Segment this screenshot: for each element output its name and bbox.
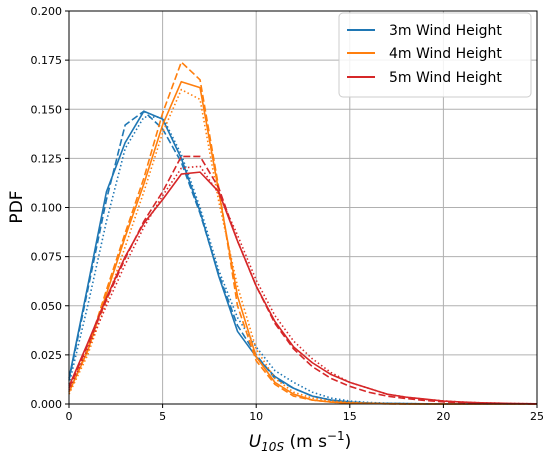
x-tick-label: 25 [530, 410, 544, 423]
x-tick-label: 20 [436, 410, 450, 423]
x-tick-label: 15 [343, 410, 357, 423]
y-axis-label: PDF [7, 190, 27, 223]
x-tick-label: 5 [159, 410, 166, 423]
y-tick-label: 0.050 [31, 300, 63, 313]
legend-label-5m: 5m Wind Height [389, 70, 502, 86]
x-axis-ticks: 0 5 10 15 20 25 [66, 404, 544, 423]
series-layer [68, 61, 538, 405]
legend-box [338, 12, 532, 98]
series-line-1 [68, 110, 537, 405]
legend-label-3m: 3m Wind Height [389, 23, 502, 39]
y-tick-label: 0.150 [31, 103, 63, 116]
y-tick-label: 0.025 [31, 349, 63, 362]
y-tick-label: 0.100 [31, 202, 63, 215]
series-line-2 [68, 116, 537, 405]
series-line-8 [68, 165, 538, 405]
legend-label-4m: 4m Wind Height [389, 46, 502, 62]
y-tick-label: 0.075 [31, 251, 63, 264]
y-tick-label: 0.000 [31, 398, 63, 411]
y-tick-label: 0.125 [31, 152, 63, 165]
legend: 3m Wind Height 4m Wind Height 5m Wind He… [338, 12, 532, 98]
x-tick-label: 10 [249, 410, 263, 423]
y-tick-label: 0.200 [31, 5, 63, 18]
y-axis-ticks: 0.000 0.025 0.050 0.075 0.100 0.125 0.150 0.175… [31, 5, 69, 411]
y-tick-label: 0.175 [31, 54, 63, 67]
x-axis-label: U10S (m s−1) [249, 429, 352, 454]
series-line-0 [68, 110, 537, 405]
x-tick-label: 0 [66, 410, 73, 423]
